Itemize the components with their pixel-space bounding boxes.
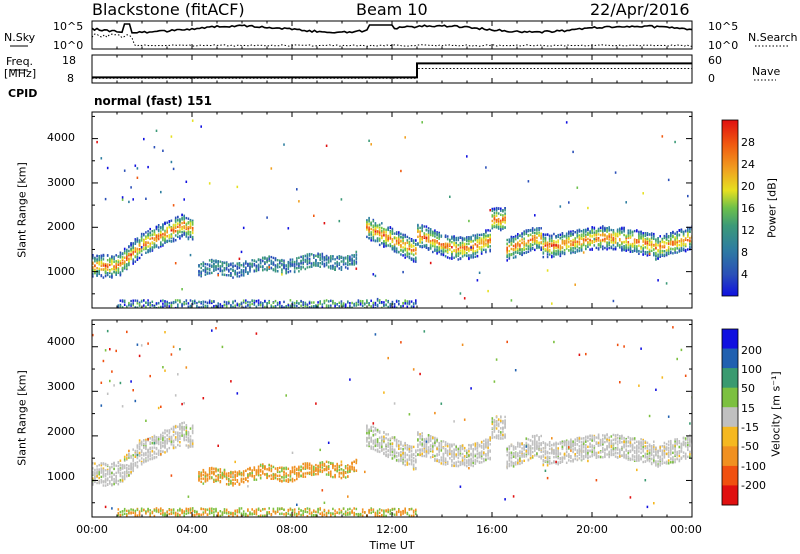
power-cbar-tick-12: 12 bbox=[741, 224, 755, 237]
velocity-cbar-tick-50: 50 bbox=[741, 382, 755, 395]
nave-right-tick-bottom: 0 bbox=[708, 72, 715, 85]
velocity-cbar-tick-neg100: -100 bbox=[741, 460, 766, 473]
velocity-cbar-label: Velocity [m s⁻¹] bbox=[769, 371, 783, 457]
velocity-panel-frame bbox=[91, 319, 693, 518]
power-panel-frame bbox=[91, 111, 693, 309]
power-ytick-2000: 2000 bbox=[47, 220, 75, 233]
power-cbar-tick-20: 20 bbox=[741, 180, 755, 193]
velocity-ytick-1000: 1000 bbox=[47, 470, 75, 483]
power-cbar-tick-28: 28 bbox=[741, 136, 755, 149]
power-cbar-label: Power [dB] bbox=[765, 178, 779, 238]
time-tick-0800: 08:00 bbox=[276, 523, 308, 536]
velocity-cbar-tick-100: 100 bbox=[741, 363, 762, 376]
velocity-cbar-tick-200: 200 bbox=[741, 344, 762, 357]
freq-left-tick-top: 18 bbox=[62, 54, 76, 67]
time-tick-1600: 16:00 bbox=[476, 523, 508, 536]
power-ytick-4000: 4000 bbox=[47, 131, 75, 144]
velocity-ylabel: Slant Range [km] bbox=[15, 370, 29, 466]
velocity-colorbar bbox=[721, 328, 739, 506]
nave-right-tick-top: 60 bbox=[708, 54, 722, 67]
cpid-label: CPID bbox=[8, 87, 38, 100]
noise-left-tick-bottom: 10^0 bbox=[53, 39, 84, 52]
time-tick-2400: 00:00 bbox=[670, 523, 702, 536]
velocity-cbar-tick-neg50: -50 bbox=[741, 440, 759, 453]
power-ylabel: Slant Range [km] bbox=[15, 162, 29, 258]
time-tick-2000: 20:00 bbox=[576, 523, 608, 536]
time-tick-0000: 00:00 bbox=[76, 523, 108, 536]
scan-info: normal (fast) 151 bbox=[94, 94, 212, 108]
velocity-ytick-3000: 3000 bbox=[47, 380, 75, 393]
power-cbar-tick-4: 4 bbox=[741, 268, 748, 281]
power-ytick-1000: 1000 bbox=[47, 265, 75, 278]
velocity-ytick-4000: 4000 bbox=[47, 335, 75, 348]
station-title: Blackstone (fitACF) bbox=[92, 0, 245, 19]
power-heatmap-cells bbox=[92, 119, 692, 308]
power-cbar-tick-24: 24 bbox=[741, 158, 755, 171]
freq-left-tick-bottom: 8 bbox=[67, 72, 74, 85]
date-title: 22/Apr/2016 bbox=[590, 0, 690, 19]
velocity-cbar-tick-neg15: -15 bbox=[741, 421, 759, 434]
nave-series-line bbox=[92, 68, 692, 79]
power-cbar-tick-8: 8 bbox=[741, 246, 748, 259]
noise-left-tick-top: 10^5 bbox=[53, 20, 84, 33]
noise-right-tick-bottom: 10^0 bbox=[708, 39, 739, 52]
freq-series-line bbox=[92, 62, 692, 79]
nsearch-label: N.Search bbox=[748, 31, 798, 44]
velocity-heatmap-cells bbox=[92, 326, 692, 517]
noise-right-tick-top: 10^5 bbox=[708, 20, 739, 33]
beam-title: Beam 10 bbox=[356, 0, 428, 19]
axis-ticks bbox=[91, 21, 693, 517]
mhz-label: [MHz] bbox=[4, 67, 37, 80]
power-cbar-tick-16: 16 bbox=[741, 202, 755, 215]
freq-label: Freq. bbox=[6, 55, 34, 68]
time-axis-label: Time UT bbox=[369, 539, 415, 552]
velocity-cbar-tick-15: 15 bbox=[741, 402, 755, 415]
velocity-ytick-2000: 2000 bbox=[47, 425, 75, 438]
nsky-label: N.Sky bbox=[4, 31, 36, 44]
nave-label: Nave bbox=[752, 65, 781, 78]
time-tick-0400: 04:00 bbox=[176, 523, 208, 536]
velocity-cbar-tick-neg200: -200 bbox=[741, 479, 766, 492]
time-tick-1200: 12:00 bbox=[376, 523, 408, 536]
power-ytick-3000: 3000 bbox=[47, 176, 75, 189]
power-colorbar bbox=[721, 119, 739, 297]
